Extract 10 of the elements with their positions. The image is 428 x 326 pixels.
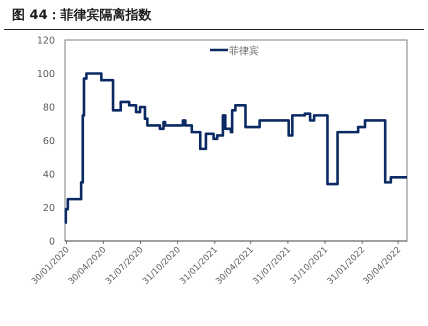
y-tick-label: 40 — [42, 170, 55, 180]
y-tick-label: 0 — [48, 236, 55, 248]
chart-title: 图 44：菲律宾隔离指数 — [12, 7, 153, 23]
y-tick-label: 60 — [42, 136, 55, 147]
y-tick-label: 120 — [36, 36, 55, 46]
y-tick-label: 80 — [42, 102, 55, 114]
legend-label: 菲律宾 — [229, 45, 259, 57]
legend: 菲律宾 — [210, 46, 259, 57]
y-tick-label: 20 — [42, 203, 55, 214]
y-tick-label: 100 — [36, 69, 55, 80]
